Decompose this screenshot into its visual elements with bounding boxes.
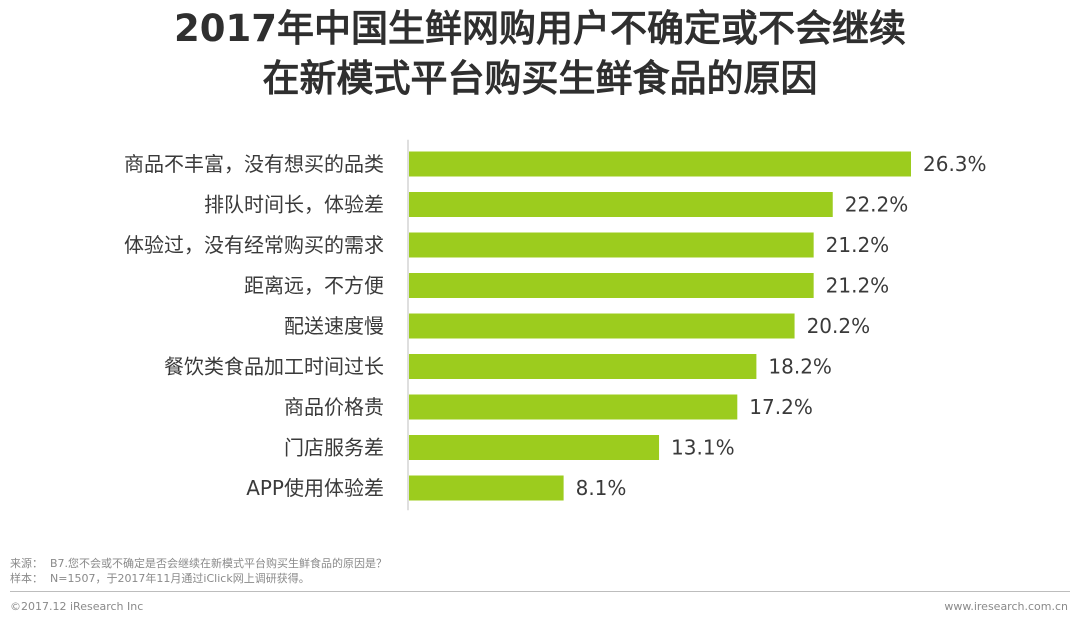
website-link[interactable]: www.iresearch.com.cn <box>944 600 1068 613</box>
bar-4 <box>409 313 795 339</box>
value-label-7: 13.1% <box>671 436 735 460</box>
source-note: 来源： B7.您不会或不确定是否会继续在新模式平台购买生鲜食品的原因是？ <box>10 557 387 571</box>
bar-8 <box>409 475 564 501</box>
category-label-2: 体验过，没有经常购买的需求 <box>124 233 384 257</box>
category-label-6: 商品价格贵 <box>284 395 384 419</box>
source-text: B7.您不会或不确定是否会继续在新模式平台购买生鲜食品的原因是？ <box>50 557 388 570</box>
chart-title: 2017年中国生鲜网购用户不确定或不会继续 在新模式平台购买生鲜食品的原因 <box>0 4 1080 104</box>
value-label-6: 17.2% <box>749 395 813 419</box>
value-label-8: 8.1% <box>576 476 627 500</box>
copyright-text: ©2017.12 iResearch Inc <box>10 600 144 613</box>
category-label-8: APP使用体验差 <box>246 476 384 500</box>
bar-3 <box>409 273 814 298</box>
chart-title-line-2: 在新模式平台购买生鲜食品的原因 <box>262 57 818 100</box>
category-label-4: 配送速度慢 <box>284 314 384 338</box>
bar-0 <box>409 151 911 177</box>
sample-text: N=1507，于2017年11月通过iClick网上调研获得。 <box>50 572 310 585</box>
category-label-0: 商品不丰富，没有想买的品类 <box>124 152 384 176</box>
source-label: 来源： <box>10 557 43 570</box>
value-label-3: 21.2% <box>826 274 890 298</box>
chart-title-line-1: 2017年中国生鲜网购用户不确定或不会继续 <box>174 7 906 50</box>
bar-5 <box>409 354 757 379</box>
bar-2 <box>409 232 814 258</box>
value-label-5: 18.2% <box>768 355 832 379</box>
bar-1 <box>409 192 833 217</box>
category-label-5: 餐饮类食品加工时间过长 <box>164 355 384 379</box>
sample-label: 样本： <box>10 572 43 585</box>
value-label-2: 21.2% <box>826 233 890 257</box>
bar-6 <box>409 394 738 420</box>
category-label-3: 距离远，不方便 <box>244 274 384 298</box>
category-label-1: 排队时间长，体验差 <box>204 193 384 217</box>
footer-divider <box>10 591 1070 592</box>
sample-note: 样本： N=1507，于2017年11月通过iClick网上调研获得。 <box>10 572 310 586</box>
value-label-0: 26.3% <box>923 152 987 176</box>
bar-7 <box>409 435 660 460</box>
category-label-7: 门店服务差 <box>284 436 384 460</box>
value-label-4: 20.2% <box>807 314 871 338</box>
value-label-1: 22.2% <box>845 193 909 217</box>
